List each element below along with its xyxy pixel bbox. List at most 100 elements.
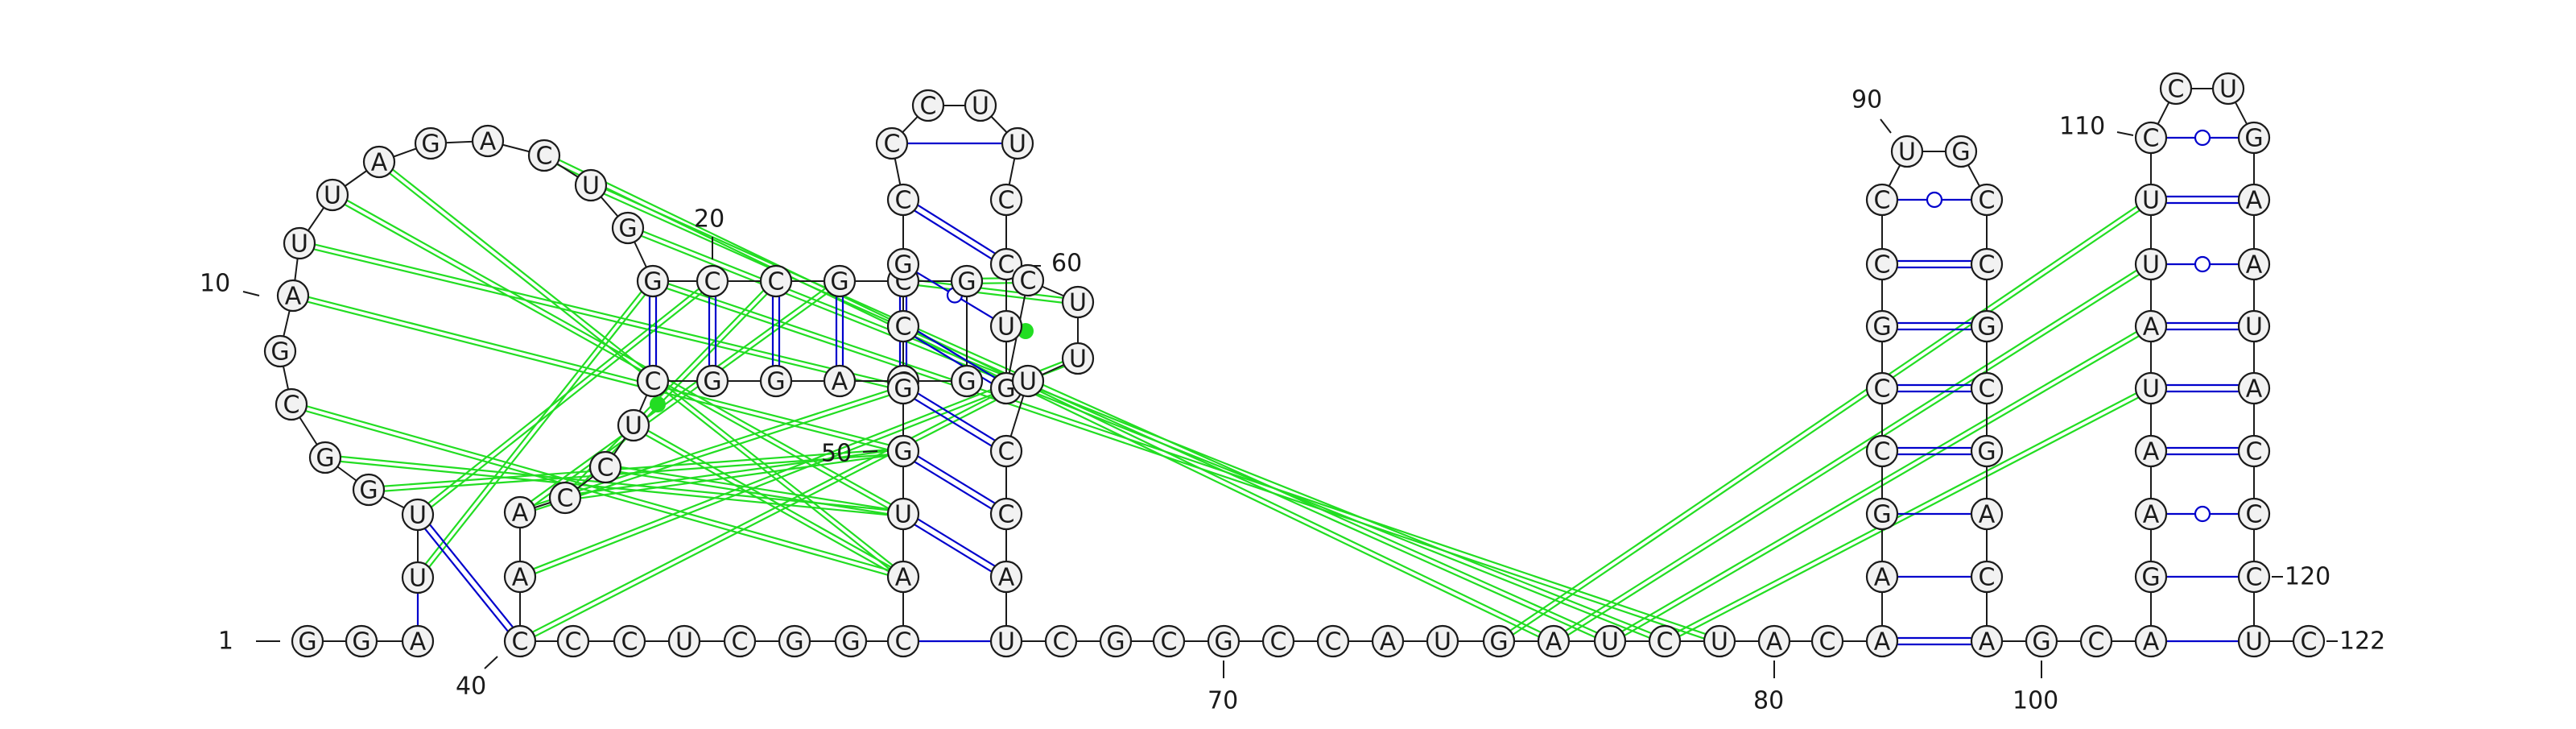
nucleotide[interactable]: U [964, 89, 997, 122]
nucleotide[interactable]: A [1537, 624, 1571, 658]
nucleotide[interactable]: G [263, 334, 297, 368]
nucleotide[interactable]: C [1810, 624, 1844, 658]
nucleotide[interactable]: A [1757, 624, 1791, 658]
nucleotide[interactable]: C [2079, 624, 2113, 658]
nucleotide[interactable]: C [696, 264, 729, 298]
nucleotide[interactable]: G [886, 434, 920, 468]
nucleotide[interactable]: C [1865, 371, 1899, 405]
nucleotide[interactable]: U [989, 624, 1023, 658]
nucleotide[interactable]: G [2025, 624, 2058, 658]
nucleotide[interactable]: G [2237, 121, 2271, 155]
nucleotide[interactable]: U [401, 561, 435, 594]
nucleotide[interactable]: U [401, 498, 435, 532]
nucleotide[interactable]: G [414, 126, 448, 160]
nucleotide[interactable]: G [2134, 560, 2168, 594]
nucleotide[interactable]: C [2134, 121, 2168, 155]
nucleotide[interactable]: G [1207, 624, 1241, 658]
nucleotide[interactable]: A [2134, 309, 2168, 343]
nucleotide[interactable]: U [1703, 624, 1736, 658]
nucleotide[interactable]: G [1944, 135, 1978, 168]
nucleotide[interactable]: A [1970, 497, 2004, 531]
nucleotide[interactable]: U [1061, 342, 1095, 375]
nucleotide[interactable]: C [2237, 434, 2271, 468]
nucleotide[interactable]: A [2237, 183, 2271, 217]
nucleotide[interactable]: U [1061, 285, 1095, 319]
nucleotide[interactable]: C [1865, 247, 1899, 281]
nucleotide[interactable]: A [401, 624, 435, 658]
nucleotide[interactable]: A [2237, 371, 2271, 405]
nucleotide[interactable]: G [950, 264, 984, 298]
nucleotide[interactable]: A [503, 560, 537, 594]
nucleotide[interactable]: C [2159, 72, 2193, 106]
nucleotide[interactable]: A [1865, 624, 1899, 658]
nucleotide[interactable]: C [1970, 371, 2004, 405]
nucleotide[interactable]: C [989, 497, 1023, 531]
nucleotide[interactable]: A [503, 495, 537, 529]
nucleotide[interactable]: G [696, 364, 729, 398]
nucleotide[interactable]: A [1970, 624, 2004, 658]
nucleotide[interactable]: G [1970, 434, 2004, 468]
nucleotide[interactable]: G [611, 211, 645, 245]
nucleotide[interactable]: G [834, 624, 868, 658]
nucleotide[interactable]: C [1970, 560, 2004, 594]
nucleotide[interactable]: C [1316, 624, 1350, 658]
nucleotide[interactable]: U [617, 408, 650, 442]
nucleotide[interactable]: C [636, 364, 670, 398]
nucleotide[interactable]: C [1970, 183, 2004, 217]
nucleotide[interactable]: C [2292, 624, 2326, 658]
nucleotide[interactable]: C [989, 247, 1023, 281]
nucleotide[interactable]: A [2134, 497, 2168, 531]
nucleotide[interactable]: G [308, 441, 342, 474]
nucleotide[interactable]: G [778, 624, 811, 658]
nucleotide[interactable]: G [352, 473, 386, 507]
nucleotide[interactable]: G [291, 624, 324, 658]
nucleotide[interactable]: U [886, 497, 920, 531]
nucleotide[interactable]: G [823, 264, 857, 298]
nucleotide[interactable]: U [1001, 126, 1034, 160]
nucleotide[interactable]: U [1593, 624, 1627, 658]
nucleotide[interactable]: C [2237, 560, 2271, 594]
nucleotide[interactable]: A [362, 145, 396, 179]
nucleotide[interactable]: A [2237, 247, 2271, 281]
nucleotide[interactable]: C [2237, 497, 2271, 531]
nucleotide[interactable]: G [1482, 624, 1516, 658]
nucleotide[interactable]: C [1970, 247, 2004, 281]
nucleotide[interactable]: C [527, 139, 561, 172]
nucleotide[interactable]: A [823, 364, 857, 398]
nucleotide[interactable]: C [1648, 624, 1682, 658]
nucleotide[interactable]: C [556, 624, 590, 658]
nucleotide[interactable]: U [283, 226, 316, 260]
nucleotide[interactable]: G [636, 264, 670, 298]
nucleotide[interactable]: C [613, 624, 646, 658]
nucleotide[interactable]: U [1890, 135, 1924, 168]
nucleotide[interactable]: A [886, 560, 920, 594]
nucleotide[interactable]: C [911, 89, 945, 122]
nucleotide[interactable]: G [1099, 624, 1133, 658]
nucleotide[interactable]: A [471, 124, 505, 158]
nucleotide[interactable]: C [1261, 624, 1295, 658]
nucleotide[interactable]: U [316, 178, 349, 212]
nucleotide[interactable]: U [2134, 371, 2168, 405]
nucleotide[interactable]: C [548, 481, 582, 515]
nucleotide[interactable]: C [759, 264, 793, 298]
nucleotide[interactable]: C [723, 624, 757, 658]
nucleotide[interactable]: C [886, 309, 920, 343]
nucleotide[interactable]: C [886, 183, 920, 217]
nucleotide[interactable]: G [345, 624, 378, 658]
nucleotide[interactable]: C [886, 624, 920, 658]
nucleotide[interactable]: A [276, 279, 310, 313]
nucleotide[interactable]: G [1970, 309, 2004, 343]
nucleotide[interactable]: A [989, 560, 1023, 594]
nucleotide[interactable]: A [1371, 624, 1405, 658]
nucleotide[interactable]: C [588, 450, 622, 484]
nucleotide[interactable]: U [2237, 624, 2271, 658]
nucleotide[interactable]: C [1011, 263, 1045, 297]
nucleotide[interactable]: C [1865, 434, 1899, 468]
nucleotide[interactable]: C [989, 434, 1023, 468]
nucleotide[interactable]: U [2211, 72, 2245, 106]
nucleotide[interactable]: G [1865, 309, 1899, 343]
nucleotide[interactable]: U [1426, 624, 1459, 658]
nucleotide[interactable]: C [1044, 624, 1078, 658]
nucleotide[interactable]: U [667, 624, 701, 658]
nucleotide[interactable]: U [2237, 309, 2271, 343]
